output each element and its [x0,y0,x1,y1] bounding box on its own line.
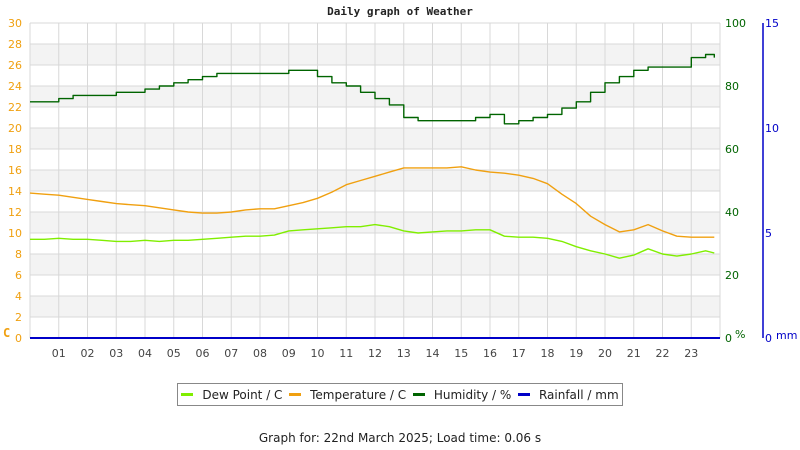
rain-axis-ticks: 0 5 10 15 [765,17,779,345]
humidity-tick-label: 40 [725,206,739,219]
left-tick-label: 22 [8,101,22,114]
x-tick-label: 23 [684,347,698,360]
x-tick-label: 10 [311,347,325,360]
x-tick-label: 01 [52,347,66,360]
legend-item-dew-point: Dew Point / C [181,388,282,402]
humidity-line [30,53,715,125]
x-tick-label: 04 [138,347,152,360]
temperature-swatch-icon [289,393,302,396]
x-tick-label: 09 [282,347,296,360]
left-tick-label: 2 [15,311,22,324]
left-tick-label: 20 [8,122,22,135]
dew-point-swatch-icon [181,393,194,396]
x-tick-label: 03 [109,347,123,360]
legend-label: Rainfall / mm [538,387,619,402]
graph-footer: Graph for: 22nd March 2025; Load time: 0… [258,431,542,445]
x-tick-label: 06 [196,347,210,360]
legend-label: Humidity / % [433,387,512,402]
humidity-tick-label: 60 [725,143,739,156]
legend-item-humidity: Humidity / % [412,387,512,402]
left-tick-label: 18 [8,143,22,156]
x-tick-label: 07 [224,347,238,360]
x-tick-label: 21 [627,347,641,360]
left-axis-unit: C [3,326,10,340]
humidity-tick-label: 100 [725,17,746,30]
chart-legend: Dew Point / C Temperature / C Humidity /… [177,383,623,406]
x-tick-label: 18 [541,347,555,360]
rainfall-swatch-icon [517,393,530,396]
x-tick-label: 13 [397,347,411,360]
x-tick-label: 14 [426,347,440,360]
rain-axis-unit: mm [776,329,797,342]
data-series [29,53,720,339]
chart-title: Daily graph of Weather [327,5,473,18]
humidity-swatch-icon [412,393,425,396]
rain-tick-label: 0 [765,332,772,345]
rain-tick-label: 15 [765,17,779,30]
x-tick-label: 05 [167,347,181,360]
left-tick-label: 8 [15,248,22,261]
x-tick-label: 17 [512,347,526,360]
x-tick-label: 16 [483,347,497,360]
left-tick-label: 10 [8,227,22,240]
x-tick-label: 02 [81,347,95,360]
x-tick-label: 12 [368,347,382,360]
left-tick-label: 28 [8,38,22,51]
legend-label: Temperature / C [310,387,407,402]
x-tick-label: 08 [253,347,267,360]
left-tick-label: 30 [8,17,22,30]
legend-item-rainfall: Rainfall / mm [517,387,619,402]
humidity-tick-label: 20 [725,269,739,282]
left-tick-label: 0 [15,332,22,345]
x-axis-ticks: 01 02 03 04 05 06 07 08 09 10 11 12 13 14 15 16 17 18 19 20… [52,347,699,360]
rain-tick-label: 10 [765,122,779,135]
left-tick-label: 24 [8,80,22,93]
x-tick-label: 11 [339,347,353,360]
humidity-axis-unit: % [735,328,745,341]
left-tick-label: 26 [8,59,22,72]
left-tick-label: 12 [8,206,22,219]
left-tick-label: 16 [8,164,22,177]
legend-label: Dew Point / C [202,387,283,402]
left-tick-label: 14 [8,185,22,198]
x-tick-label: 15 [454,347,468,360]
legend-item-temperature: Temperature / C [289,388,406,402]
humidity-axis-ticks: 20 40 60 80 100 0 [725,17,746,345]
left-tick-label: 4 [15,290,22,303]
left-tick-label: 6 [15,269,22,282]
x-tick-label: 20 [598,347,612,360]
x-tick-label: 22 [656,347,670,360]
humidity-tick-label: 80 [725,80,739,93]
humidity-tick-label: 0 [725,332,732,345]
x-tick-label: 19 [569,347,583,360]
rain-tick-label: 5 [765,227,772,240]
dew-point-line [30,223,715,259]
temperature-line [29,166,715,238]
